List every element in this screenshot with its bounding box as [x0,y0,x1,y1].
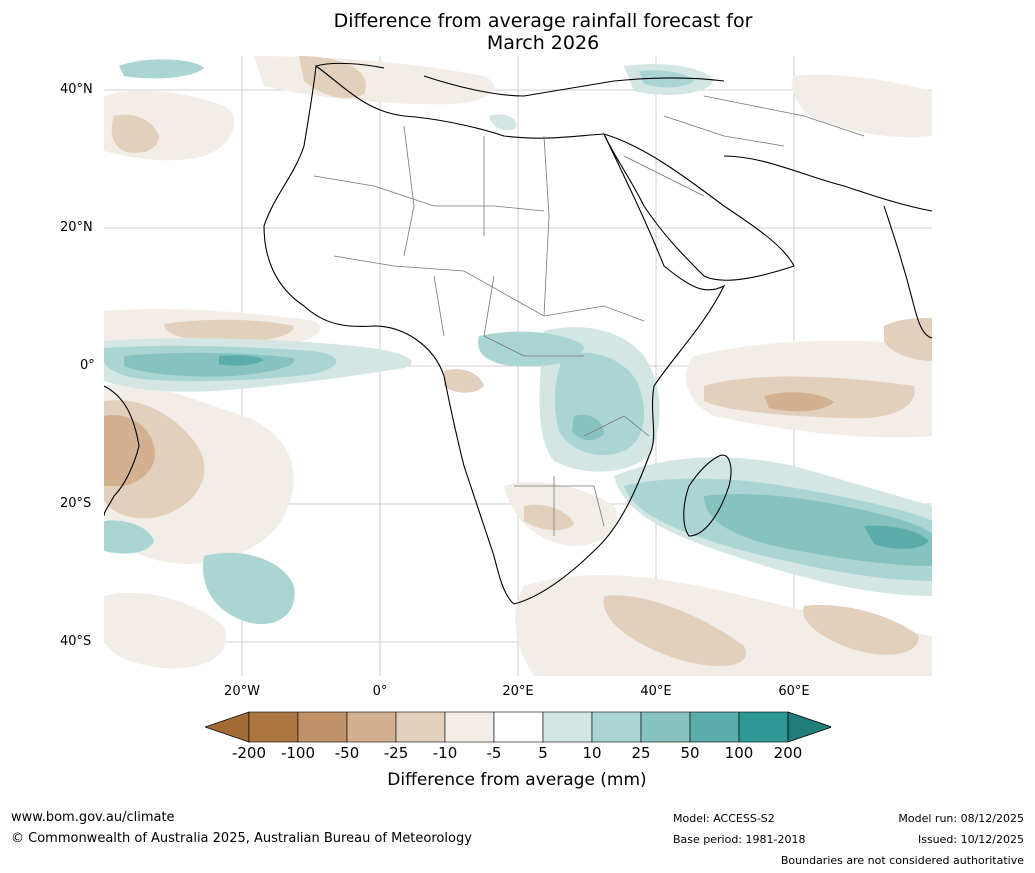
dry-anomaly-indian-east [884,317,932,361]
colorbar-tick-label: -50 [334,744,360,762]
colorbar-tick-label: 100 [724,744,754,762]
coast-india [883,205,932,339]
wet-anomaly-south-atlantic [203,552,295,625]
title-line-1: Difference from average rainfall forecas… [333,10,753,32]
colorbar-tick-label: -25 [383,744,409,762]
colorbar-tick-label: 200 [773,744,803,762]
dry-anomalies [104,56,932,676]
coastlines [104,62,932,605]
wet-anomaly-madagascar-peak [864,525,929,549]
colorbar-tick-label: 50 [680,744,700,762]
colorbar-segment [542,711,593,743]
lon-label-40e: 40°E [640,684,672,699]
colorbar-svg [203,711,834,743]
lon-label-20w: 20°W [224,684,260,699]
wet-anomaly-east-med-core [639,70,694,88]
lon-label-20e: 20°E [502,684,534,699]
rainfall-map[interactable] [104,56,932,676]
colorbar [203,710,834,748]
wet-anomalies [104,59,932,625]
colorbar-segment [346,711,397,743]
colorbar-segment [297,711,348,743]
wet-anomaly-atlantic-itcz-peak [219,355,264,366]
lat-label-40s: 40°S [60,634,92,649]
coast-europe [315,62,725,97]
footer-model: Model: ACCESS-S2 [673,812,775,825]
dry-anomaly-tropical-atlantic-core [164,319,294,343]
lat-label-40n: 40°N [60,82,93,97]
colorbar-extend-low [203,711,250,743]
dry-anomaly-southern-ocean-east [803,605,919,655]
border-lines-central [333,255,645,357]
dry-anomaly-south-atlantic [104,592,226,669]
colorbar-segment [640,711,691,743]
dry-anomaly-central-asia [792,74,932,138]
lat-label-20n: 20°N [60,220,93,235]
footer-base-period: Base period: 1981-2018 [673,833,806,846]
colorbar-segment [395,711,446,743]
colorbar-segment [248,711,299,743]
colorbar-tick-label: 10 [582,744,602,762]
colorbar-label: Difference from average (mm) [387,770,647,790]
wet-anomaly-north-atlantic [119,59,204,79]
footer-copyright: © Commonwealth of Australia 2025, Austra… [11,831,472,846]
dry-anomaly-north-atlantic-core [111,114,159,153]
title-line-2: March 2026 [486,32,600,54]
colorbar-tick-label: 5 [538,744,548,762]
border-lines-north [313,125,550,317]
coast-arabia [602,133,795,281]
border-lines-south [514,415,650,536]
wet-anomaly-central-africa [478,331,584,367]
colorbar-extend-high [787,711,834,743]
lat-label-20s: 20°S [60,496,92,511]
wet-anomaly-east-africa-inner [572,414,604,441]
dry-anomaly-west-atlantic-inner [104,415,155,486]
footer-disclaimer: Boundaries are not considered authoritat… [780,854,1024,867]
coast-persian-gulf [723,155,932,212]
dry-anomaly-southern-ocean-core [603,595,746,666]
footer-url[interactable]: www.bom.gov.au/climate [11,810,175,825]
map-svg [104,56,932,676]
dry-anomaly-congo [444,369,484,393]
colorbar-tick-label: -10 [432,744,458,762]
dry-anomaly-mediterranean [254,56,494,105]
footer-issued: Issued: 10/12/2025 [917,833,1024,846]
borders [313,95,865,536]
wet-anomaly-south-atlantic-west [104,520,154,554]
lat-label-0: 0° [80,358,95,373]
wet-anomaly-madagascar-inner [704,494,932,566]
colorbar-segment [493,711,544,743]
colorbar-segment [444,711,495,743]
colorbar-tick-label: -100 [280,744,316,762]
footer-model-run: Model run: 08/12/2025 [898,812,1024,825]
colorbar-tick-label: 25 [631,744,651,762]
wet-anomaly-red-sea [489,114,517,131]
colorbar-segment [689,711,740,743]
colorbar-tick-label: -5 [486,744,502,762]
border-lines-middle-east [623,95,865,197]
coast-south-america [104,385,140,517]
colorbar-tick-label: -200 [231,744,267,762]
dry-anomaly-southern-africa-core [524,504,574,531]
colorbar-segment [738,711,789,743]
chart-title: Difference from average rainfall forecas… [0,10,1035,54]
colorbar-segment [591,711,642,743]
lon-label-0: 0° [372,684,388,699]
dry-anomaly-indian-north-inner [764,392,834,412]
coast-madagascar [683,454,732,537]
lon-label-60e: 60°E [778,684,810,699]
coast-africa [263,65,726,605]
